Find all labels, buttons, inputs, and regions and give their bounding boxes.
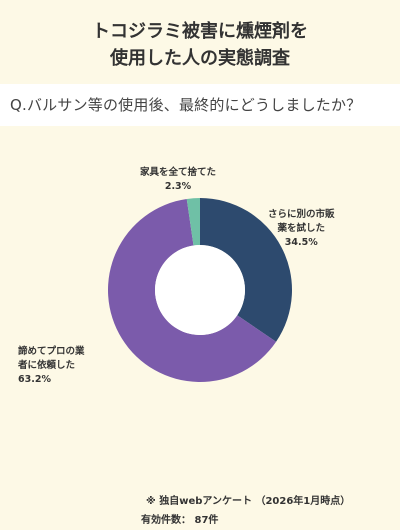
- slice-try-other-product: [200, 198, 292, 342]
- label-try-other-product-line-2: 薬を試した: [277, 223, 326, 234]
- label-try-other-product-line-1: さらに別の市販: [268, 209, 335, 220]
- label-discard-furniture: 家具を全て捨てた 2.3%: [140, 166, 216, 194]
- valid-count: 有効件数： 87件: [141, 515, 219, 526]
- label-hire-professional-line-1: 諦めてプロの業: [18, 346, 85, 357]
- slice-hire-professional: [107, 198, 277, 383]
- label-hire-professional: 諦めてプロの業 者に依頼した 63.2%: [18, 345, 85, 387]
- label-discard-furniture-line-1: 家具を全て捨てた: [140, 167, 217, 178]
- label-try-other-product: さらに別の市販 薬を試した 34.5%: [268, 208, 335, 250]
- question-band: Q.バルサン等の使用後、最終的にどうしましたか？: [0, 84, 400, 126]
- title-line-1: トコジラミ被害に燻煙剤を: [92, 21, 308, 42]
- slice-discard-furniture: [186, 198, 200, 246]
- label-hire-professional-line-2: 者に依頼した: [18, 360, 76, 371]
- label-discard-furniture-value: 2.3%: [164, 181, 192, 192]
- title-line-2: 使用した人の実態調査: [110, 48, 290, 69]
- label-try-other-product-value: 34.5%: [284, 237, 318, 248]
- label-hire-professional-value: 63.2%: [18, 374, 51, 385]
- survey-note: ※ 独自webアンケート （2026年1月時点）: [146, 496, 351, 507]
- chart-title: トコジラミ被害に燻煙剤を 使用した人の実態調査: [0, 18, 400, 72]
- question-text: Q.バルサン等の使用後、最終的にどうしましたか？: [10, 96, 362, 114]
- donut-hole: [155, 245, 245, 335]
